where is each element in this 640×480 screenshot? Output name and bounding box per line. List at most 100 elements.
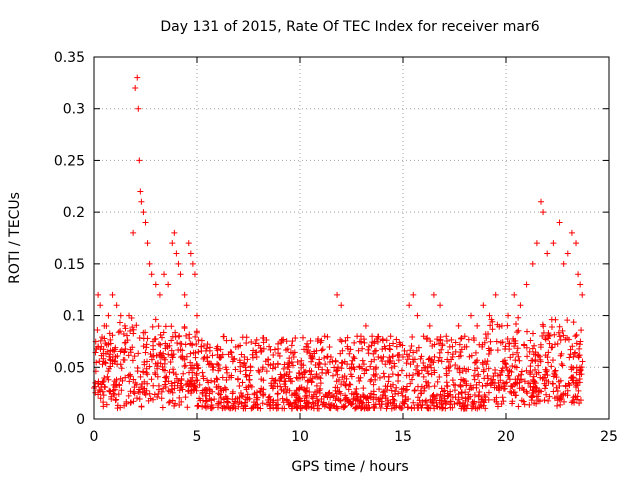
data-point xyxy=(398,367,405,374)
y-tick-label: 0.2 xyxy=(63,205,85,221)
data-point xyxy=(492,291,499,298)
data-point xyxy=(158,354,165,361)
data-point xyxy=(425,379,432,386)
data-point xyxy=(270,352,277,359)
data-point xyxy=(213,375,220,382)
data-point xyxy=(283,347,290,354)
x-tick-label: 25 xyxy=(600,429,618,445)
data-point xyxy=(575,387,582,394)
data-point xyxy=(199,389,206,396)
data-point xyxy=(283,338,290,345)
data-point xyxy=(454,399,461,406)
data-point xyxy=(138,198,145,205)
data-point xyxy=(376,386,383,393)
data-point xyxy=(204,403,211,410)
data-point xyxy=(143,341,150,348)
data-point xyxy=(188,377,195,384)
data-point xyxy=(156,291,163,298)
data-point xyxy=(344,343,351,350)
data-point xyxy=(325,390,332,397)
data-point xyxy=(360,385,367,392)
data-point xyxy=(390,353,397,360)
data-point xyxy=(130,229,137,236)
data-point xyxy=(145,397,152,404)
data-point xyxy=(407,380,414,387)
data-point xyxy=(193,341,200,348)
data-point xyxy=(557,336,564,343)
data-point xyxy=(531,342,538,349)
data-point xyxy=(573,364,580,371)
data-point xyxy=(242,371,249,378)
data-point xyxy=(304,378,311,385)
data-point xyxy=(472,349,479,356)
data-point xyxy=(284,364,291,371)
data-point xyxy=(573,240,580,247)
data-point xyxy=(139,380,146,387)
data-point xyxy=(329,358,336,365)
data-point xyxy=(468,385,475,392)
data-point xyxy=(576,345,583,352)
data-point xyxy=(192,333,199,340)
data-point xyxy=(171,385,178,392)
data-point xyxy=(337,350,344,357)
data-point xyxy=(165,351,172,358)
data-point xyxy=(127,373,134,380)
data-point xyxy=(117,312,124,319)
data-point xyxy=(421,387,428,394)
data-point xyxy=(315,336,322,343)
data-point xyxy=(209,404,216,411)
data-point xyxy=(280,388,287,395)
x-tick-label: 5 xyxy=(193,429,202,445)
data-point xyxy=(293,404,300,411)
data-point xyxy=(377,404,384,411)
data-point xyxy=(345,386,352,393)
data-point xyxy=(557,352,564,359)
data-point xyxy=(113,376,120,383)
data-point xyxy=(321,333,328,340)
data-point xyxy=(410,349,417,356)
data-point xyxy=(126,312,133,319)
data-point xyxy=(355,347,362,354)
data-point xyxy=(106,330,113,337)
data-point xyxy=(176,402,183,409)
data-point xyxy=(250,399,257,406)
data-point xyxy=(512,337,519,344)
data-point xyxy=(399,392,406,399)
plot-frame xyxy=(93,56,610,420)
data-point xyxy=(337,397,344,404)
data-point xyxy=(504,322,511,329)
data-point xyxy=(498,367,505,374)
data-point xyxy=(111,383,118,390)
data-point xyxy=(289,338,296,345)
data-point xyxy=(380,389,387,396)
data-point xyxy=(216,365,223,372)
data-point xyxy=(388,405,395,412)
data-point xyxy=(217,385,224,392)
data-point xyxy=(335,376,342,383)
data-point xyxy=(533,240,540,247)
data-point xyxy=(527,383,534,390)
data-point xyxy=(133,395,140,402)
data-point xyxy=(408,343,415,350)
data-point xyxy=(140,343,147,350)
data-point xyxy=(307,371,314,378)
data-point xyxy=(532,388,539,395)
data-point xyxy=(429,393,436,400)
data-point xyxy=(112,346,119,353)
data-point xyxy=(209,366,216,373)
data-point xyxy=(277,383,284,390)
data-point xyxy=(404,356,411,363)
data-point xyxy=(104,348,111,355)
data-point xyxy=(184,378,191,385)
data-point xyxy=(546,393,553,400)
data-point xyxy=(222,364,229,371)
data-point xyxy=(310,405,317,412)
data-point xyxy=(528,393,535,400)
data-point xyxy=(375,353,382,360)
data-point xyxy=(498,400,505,407)
data-point xyxy=(183,302,190,309)
data-point xyxy=(114,405,121,412)
data-point xyxy=(161,367,168,374)
data-point xyxy=(484,380,491,387)
data-point xyxy=(313,382,320,389)
